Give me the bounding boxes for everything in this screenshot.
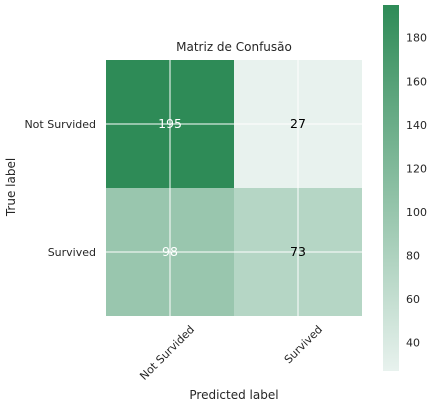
cell-value-1-1: 73	[290, 244, 306, 259]
colorbar	[383, 5, 399, 371]
heatmap-grid	[106, 60, 362, 316]
x-tick-label: Survived	[282, 323, 325, 366]
colorbar-tick-label: 120	[406, 162, 427, 175]
colorbar-tick-label: 100	[406, 206, 427, 219]
x-tick-label: Not Survided	[137, 323, 197, 383]
colorbar-tick-label: 160	[406, 75, 427, 88]
chart-title: Matriz de Confusão	[176, 40, 292, 54]
x-tick-labels: Not Survided Survived	[137, 323, 325, 383]
colorbar-tick-label: 140	[406, 119, 427, 132]
y-axis-label: True label	[4, 158, 18, 217]
colorbar-ticks: 40 60 80 100 120 140 160 180	[406, 32, 427, 350]
x-axis-label: Predicted label	[189, 388, 278, 402]
y-tick-labels: Not Survided Survived	[24, 118, 96, 259]
colorbar-tick-label: 180	[406, 32, 427, 45]
colorbar-tick-label: 40	[406, 337, 420, 350]
y-tick-label: Not Survided	[24, 118, 96, 131]
heatmap-cells	[106, 60, 362, 316]
cell-value-0-0: 195	[158, 116, 182, 131]
cell-value-0-1: 27	[290, 116, 306, 131]
colorbar-tick-label: 80	[406, 250, 420, 263]
y-tick-label: Survived	[48, 246, 96, 259]
cell-value-1-0: 98	[162, 244, 178, 259]
colorbar-tick-label: 60	[406, 293, 420, 306]
cell-value-labels: 195 27 98 73	[158, 116, 306, 259]
